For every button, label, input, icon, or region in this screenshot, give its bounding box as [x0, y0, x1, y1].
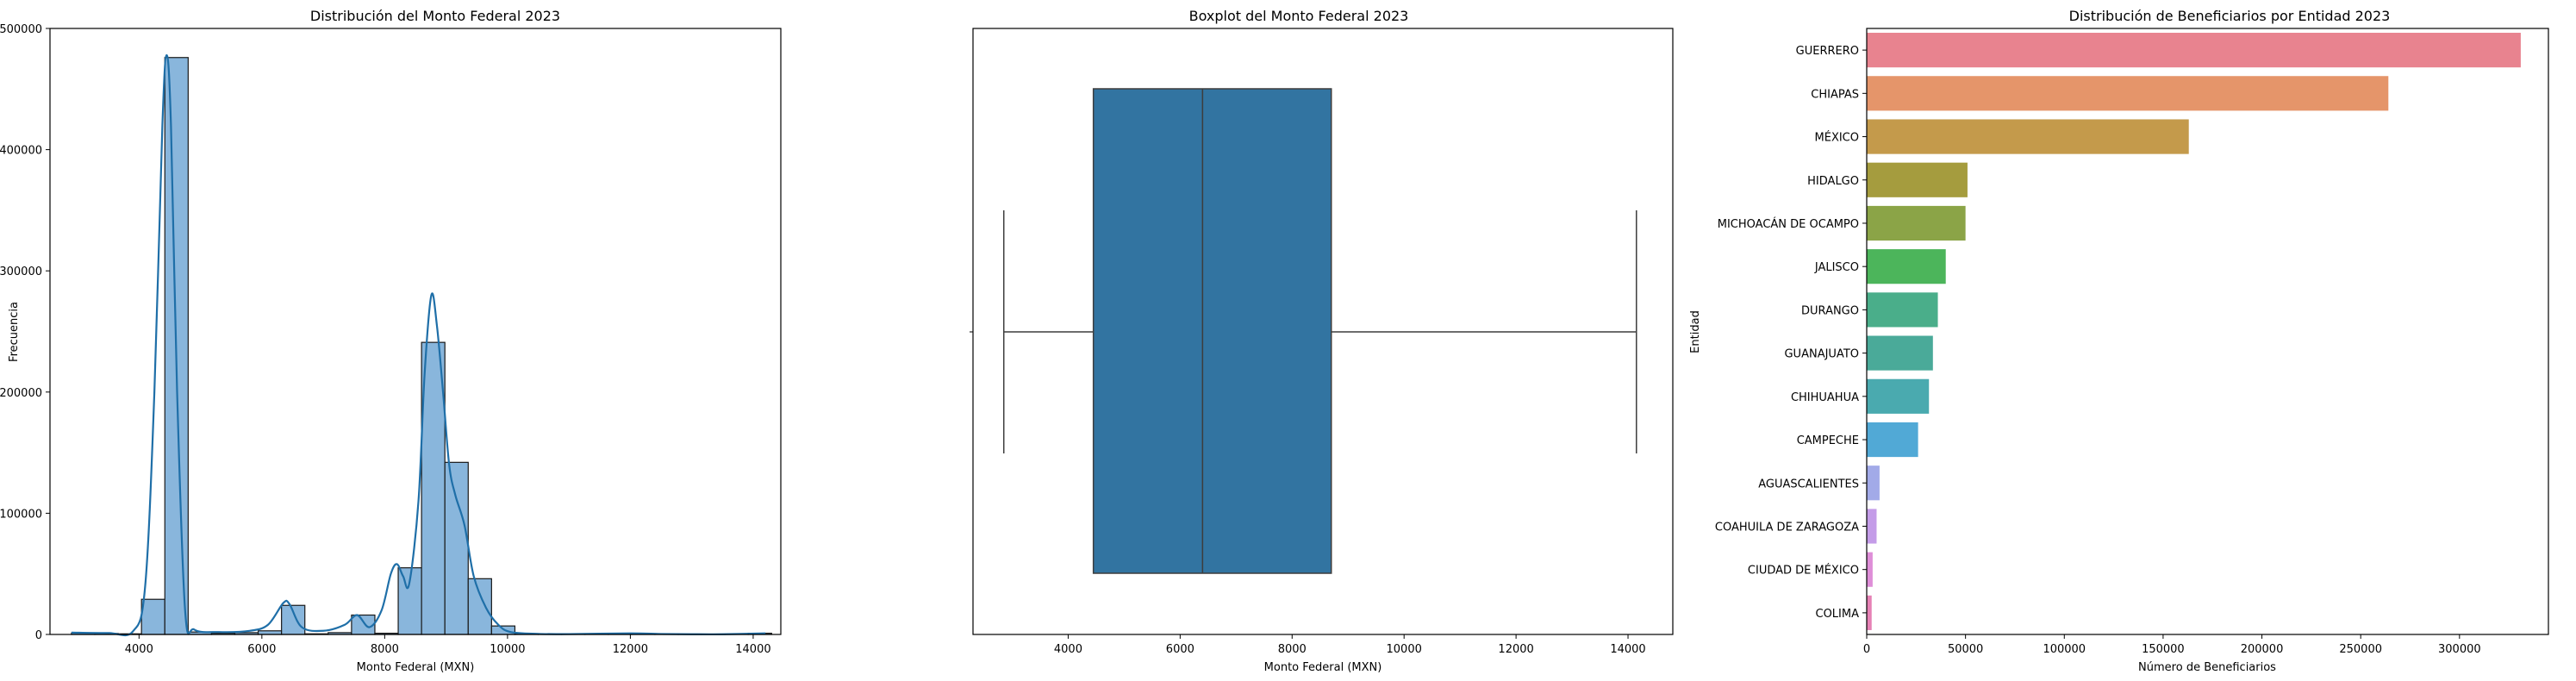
barh-bar-7 [1867, 335, 1933, 371]
barh-y-tick-label: COAHUILA DE ZARAGOZA [1715, 521, 1859, 534]
boxplot-x-tick-label: 8000 [1278, 643, 1307, 656]
histogram-x-tick-label: 14000 [735, 643, 770, 656]
histogram-bar-12 [351, 614, 376, 635]
barh-bar-3 [1867, 162, 1968, 197]
histogram-y-ticks: 0 100000 200000 300000 400000 500000 [0, 23, 50, 642]
histogram-x-label: Monto Federal (MXN) [357, 661, 475, 674]
histogram-bar-3 [140, 598, 165, 635]
boxplot-x-tick-label: 6000 [1166, 643, 1194, 656]
barh-bar-2 [1867, 119, 2189, 154]
barh-x-label: Número de Beneficiarios [2138, 661, 2276, 674]
boxplot-x-tick-label: 12000 [1498, 643, 1533, 656]
barh-y-tick-label: AGUASCALIENTES [1758, 478, 1859, 490]
histogram-panel: Distribución del Monto Federal 2023 4000… [0, 8, 782, 674]
barh-bar-5 [1867, 249, 1946, 284]
histogram-bar-17 [467, 578, 492, 635]
barh-axes-frame [1866, 28, 2549, 635]
barh-x-tick-label: 50000 [1948, 643, 1983, 656]
barh-title: Distribución de Beneficiarios por Entida… [2069, 8, 2391, 24]
barh-bar-1 [1867, 76, 2389, 111]
histogram-y-tick-label: 500000 [0, 23, 42, 36]
barh-panel: Distribución de Beneficiarios por Entida… [1689, 8, 2549, 674]
histogram-x-tick-label: 4000 [125, 643, 153, 656]
barh-y-ticks: GUERRERO CHIAPAS MÉXICO HIDALGO MICHOACÁN DE… [1715, 45, 1867, 621]
barh-bar-4 [1867, 205, 1966, 241]
boxplot-shape [1002, 88, 1637, 574]
histogram-y-tick-label: 300000 [0, 266, 42, 278]
barh-bar-10 [1867, 465, 1880, 501]
barh-y-tick-label: COLIMA [1816, 608, 1860, 621]
barh-bar-13 [1867, 595, 1872, 630]
histogram-y-tick-label: 100000 [0, 508, 42, 521]
barh-y-tick-label: CHIAPAS [1811, 88, 1859, 101]
boxplot-x-ticks: 4000 6000 8000 10000 12000 14000 [1054, 634, 1646, 656]
barh-bar-9 [1867, 422, 1918, 458]
barh-y-tick-label: CIUDAD DE MÉXICO [1748, 564, 1859, 578]
barh-x-tick-label: 150000 [2142, 643, 2185, 656]
histogram-y-tick-label: 400000 [0, 145, 42, 158]
histogram-title: Distribución del Monto Federal 2023 [310, 8, 560, 24]
histogram-axes-frame [49, 28, 782, 635]
histogram-bar-15 [421, 341, 446, 635]
boxplot-x-tick-label: 10000 [1387, 643, 1422, 656]
histogram-bars [71, 57, 772, 635]
histogram-x-ticks: 4000 6000 8000 10000 12000 14000 [125, 634, 771, 656]
barh-x-tick-label: 0 [1863, 643, 1870, 656]
barh-x-tick-label: 200000 [2241, 643, 2284, 656]
boxplot-axes-frame [972, 28, 1674, 635]
barh-bar-12 [1867, 552, 1873, 587]
boxplot-title: Boxplot del Monto Federal 2023 [1189, 8, 1409, 24]
boxplot-x-tick-label: 4000 [1054, 643, 1082, 656]
barh-x-tick-label: 250000 [2339, 643, 2382, 656]
histogram-x-tick-label: 6000 [247, 643, 276, 656]
barh-bar-0 [1867, 33, 2521, 68]
boxplot-panel: Boxplot del Monto Federal 2023 4000 6000 8… [970, 8, 1674, 674]
barh-x-tick-label: 100000 [2043, 643, 2086, 656]
histogram-kde-line [71, 53, 766, 637]
barh-y-tick-label: MICHOACÁN DE OCAMPO [1718, 217, 1859, 231]
barh-bar-8 [1867, 378, 1930, 414]
barh-y-tick-label: JALISCO [1814, 261, 1859, 274]
barh-y-tick-label: CAMPECHE [1797, 434, 1859, 447]
barh-bars [1867, 33, 2521, 630]
histogram-y-tick-label: 0 [35, 629, 42, 642]
barh-bar-11 [1867, 509, 1877, 544]
histogram-x-tick-label: 12000 [613, 643, 648, 656]
boxplot-x-tick-label: 14000 [1610, 643, 1645, 656]
boxplot-x-label: Monto Federal (MXN) [1264, 661, 1382, 674]
barh-y-label: Entidad [1689, 310, 1702, 353]
histogram-x-tick-label: 10000 [490, 643, 525, 656]
barh-x-ticks: 0 50000 100000 150000 200000 250000 300000 [1863, 634, 2481, 656]
barh-y-tick-label: CHIHUAHUA [1791, 391, 1859, 404]
barh-y-tick-label: DURANGO [1801, 304, 1859, 317]
boxplot-box [1092, 88, 1332, 574]
histogram-y-tick-label: 200000 [0, 387, 42, 400]
barh-bar-6 [1867, 292, 1938, 328]
barh-y-tick-label: MÉXICO [1815, 131, 1859, 145]
barh-y-tick-label: GUANAJUATO [1784, 348, 1859, 361]
barh-y-tick-label: HIDALGO [1807, 175, 1859, 188]
histogram-bar-8 [257, 630, 283, 635]
histogram-x-tick-label: 8000 [371, 643, 399, 656]
histogram-bar-16 [444, 461, 469, 635]
barh-y-tick-label: GUERRERO [1796, 45, 1859, 58]
barh-x-tick-label: 300000 [2438, 643, 2481, 656]
histogram-y-label: Frecuencia [8, 302, 21, 362]
